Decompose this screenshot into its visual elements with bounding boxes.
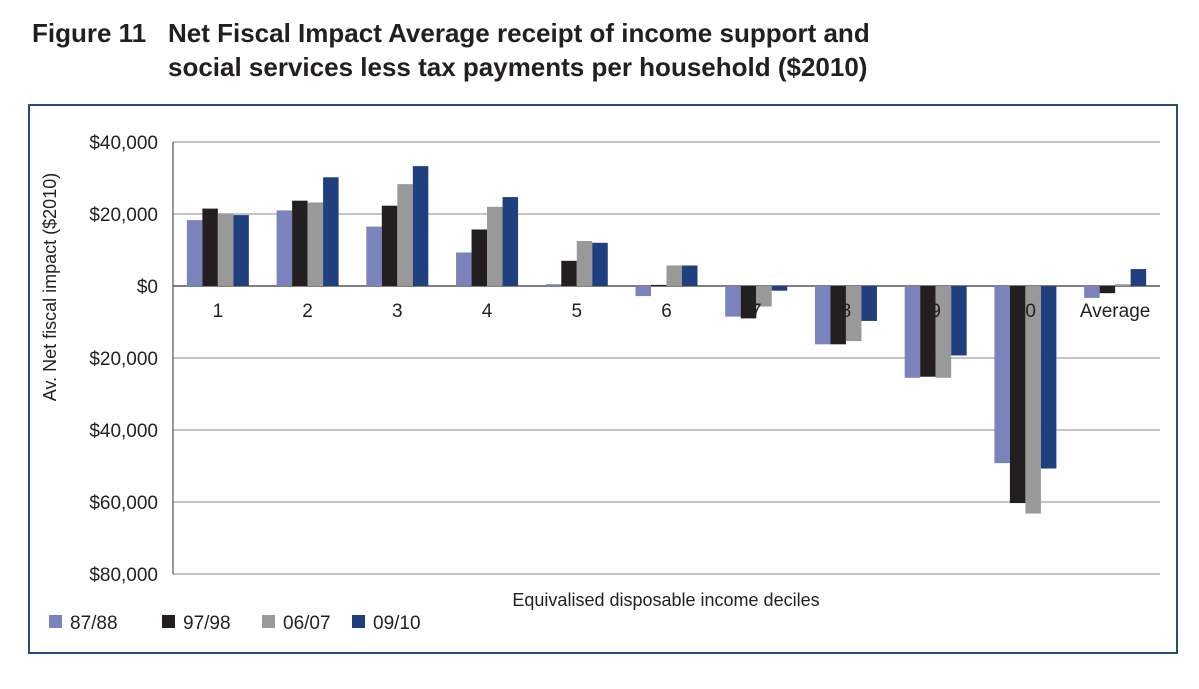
y-tick-label: $80,000 (89, 565, 158, 586)
figure-title: Figure 11 Net Fiscal Impact Average recei… (32, 16, 870, 84)
x-axis-label: Equivalised disposable income deciles (512, 590, 819, 610)
bar (502, 197, 519, 286)
bar (202, 208, 218, 286)
y-axis-label: Av. Net fiscal impact ($2010) (40, 173, 60, 401)
bar (1025, 286, 1041, 514)
bar (592, 242, 608, 286)
legend: 87/88 97/98 06/07 09/10 (49, 613, 421, 634)
figure-title-line1: Net Fiscal Impact Average receipt of inc… (168, 18, 870, 48)
bar (904, 286, 921, 378)
legend-item: 97/98 (162, 613, 231, 634)
x-category-label: 5 (571, 301, 582, 322)
bar (861, 286, 877, 321)
bar (994, 286, 1010, 464)
bars (186, 166, 1147, 514)
bar (276, 210, 293, 286)
bar (233, 215, 249, 286)
legend-swatch (262, 615, 275, 628)
bar (814, 286, 831, 345)
bar (935, 286, 952, 378)
x-axis-category-labels: 1 2 3 4 5 6 7 8 9 10 Average (213, 301, 1151, 322)
y-tick-label: $40,000 (89, 421, 158, 442)
bar (1040, 286, 1057, 469)
bar (651, 284, 667, 286)
legend-swatch (162, 615, 175, 628)
x-category-label: 10 (1015, 301, 1036, 322)
bar (471, 229, 488, 286)
bar (1084, 286, 1100, 298)
bar (951, 286, 967, 356)
bar (1115, 284, 1131, 286)
chart-frame (28, 104, 1178, 654)
legend-item: 06/07 (262, 613, 331, 634)
bar (682, 265, 698, 286)
bar (456, 252, 472, 286)
legend-item: 09/10 (352, 613, 421, 634)
bar (366, 226, 382, 286)
legend-label: 97/98 (183, 613, 231, 634)
bar (307, 202, 324, 286)
x-category-label: 4 (482, 301, 493, 322)
y-tick-label: $40,000 (89, 133, 158, 154)
y-tick-label: $20,000 (89, 205, 158, 226)
legend-label: 09/10 (373, 613, 421, 634)
y-tick-label: $0 (137, 277, 158, 298)
bar (412, 166, 429, 286)
bar (666, 265, 682, 286)
bar (576, 241, 593, 286)
bar (771, 286, 788, 291)
bar (217, 213, 234, 286)
bar (487, 206, 503, 286)
x-category-label: 2 (302, 301, 313, 322)
bar (397, 184, 413, 286)
x-category-label: 7 (751, 301, 762, 322)
x-category-label: 9 (930, 301, 941, 322)
x-category-label: 8 (841, 301, 852, 322)
x-category-label: 1 (213, 301, 224, 322)
bar (725, 286, 741, 317)
bar (381, 205, 398, 286)
legend-label: 87/88 (70, 613, 118, 634)
bar (561, 260, 577, 286)
y-tick-label: $20,000 (89, 349, 158, 370)
bar (635, 286, 651, 297)
figure-title-line2: social services less tax payments per ho… (168, 52, 868, 82)
bar (545, 284, 562, 286)
x-category-label: 3 (392, 301, 403, 322)
figure-number: Figure 11 (32, 18, 147, 48)
x-category-label: Average (1080, 301, 1150, 322)
bar (1099, 286, 1116, 294)
bar (830, 286, 846, 345)
legend-item: 87/88 (49, 613, 118, 634)
bar (920, 286, 936, 377)
bar (186, 220, 203, 286)
legend-swatch (352, 615, 365, 628)
y-axis-tick-labels: $40,000 $20,000 $0 $20,000 $40,000 $60,000 $80… (89, 133, 158, 586)
legend-swatch (49, 615, 62, 628)
bar (292, 200, 308, 286)
legend-label: 06/07 (283, 613, 331, 634)
x-category-label: 6 (661, 301, 672, 322)
bar (323, 177, 339, 286)
bar (756, 286, 772, 307)
bar (1130, 269, 1147, 286)
y-tick-label: $60,000 (89, 493, 158, 514)
bar (1009, 286, 1026, 504)
bar (845, 286, 862, 342)
bar (740, 286, 757, 319)
